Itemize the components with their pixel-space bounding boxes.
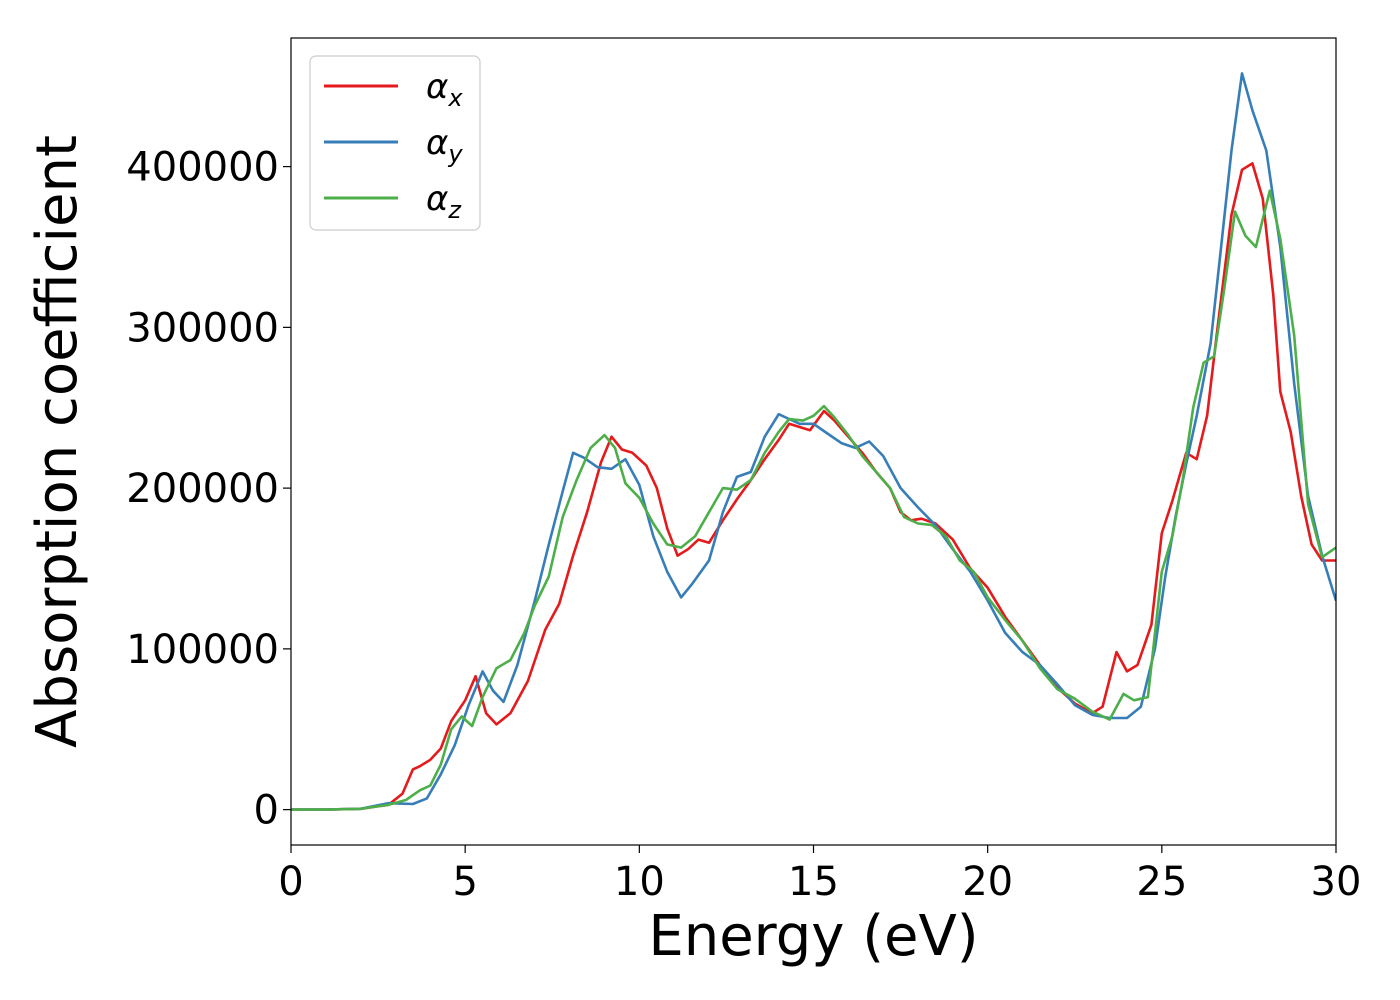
- y-axis: 0 100000 200000 300000 400000: [126, 145, 291, 834]
- x-tick-label: 20: [962, 859, 1013, 905]
- x-tick-label: 30: [1311, 859, 1362, 905]
- y-tick-label: 0: [254, 788, 279, 834]
- legend: αx αy αz: [309, 55, 481, 231]
- x-tick-label: 15: [788, 859, 839, 905]
- series-line-x: [291, 162, 1336, 811]
- y-tick-label: 200000: [126, 466, 279, 512]
- x-axis: 0 5 10 15 20 25 30: [278, 845, 1361, 905]
- y-tick-label: 100000: [126, 627, 279, 673]
- legend-label-y: αy: [426, 123, 463, 168]
- legend-label-z: αz: [426, 179, 462, 224]
- legend-label-x: αx: [426, 67, 463, 112]
- series-line-z: [291, 189, 1336, 811]
- series-line-y: [291, 72, 1336, 811]
- x-tick-label: 25: [1136, 859, 1187, 905]
- x-tick-label: 10: [614, 859, 665, 905]
- x-axis-title: Energy (eV): [648, 904, 978, 969]
- y-tick-label: 400000: [126, 145, 279, 191]
- x-tick-label: 5: [452, 859, 477, 905]
- series-layer: [291, 72, 1336, 811]
- y-axis-title: Absorption coefficient: [25, 135, 90, 748]
- x-tick-label: 0: [278, 859, 303, 905]
- y-tick-label: 300000: [126, 305, 279, 351]
